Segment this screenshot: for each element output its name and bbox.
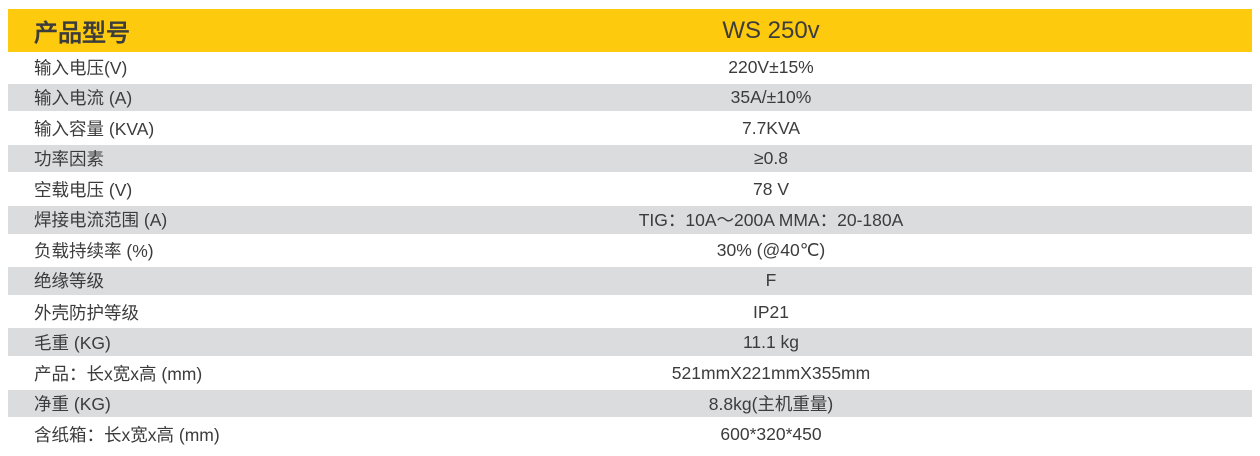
spec-value: 35A/±10% <box>730 86 812 107</box>
spec-value: 30% (@40℃) <box>716 240 826 261</box>
spec-value: IP21 <box>753 301 789 322</box>
header-parameter-label: 产品型号 <box>34 20 130 47</box>
spec-value: 78 V <box>753 179 789 200</box>
spec-label: 输入容量 (KVA) <box>34 118 155 139</box>
spec-value: 7.7KVA <box>741 117 801 138</box>
table-row: 外壳防护等级 IP21 <box>8 296 1252 328</box>
spec-label: 空载电压 (V) <box>34 180 133 201</box>
table-row: 输入电流 (A) 35A/±10% <box>8 82 1252 114</box>
spec-label: 绝缘等级 <box>34 271 104 292</box>
spec-value: TIG：10A～200A MMA：20-180A <box>638 210 904 231</box>
spec-value: 220V±15% <box>728 56 814 77</box>
table-row: 含纸箱：长x宽x高 (mm) 600*320*450 <box>8 419 1252 450</box>
spec-label: 净重 (KG) <box>34 393 111 414</box>
header-model-value: WS 250v <box>722 16 820 44</box>
spec-table: 产品型号 WS 250v 输入电压(V) 220V±15% 输入电流 (A) 3… <box>8 9 1252 450</box>
spec-label: 功率因素 <box>34 149 104 170</box>
spec-label: 输入电流 (A) <box>34 87 133 108</box>
spec-value: ≥0.8 <box>754 148 788 169</box>
spec-value: 521mmX221mmX355mm <box>671 362 871 383</box>
spec-table-header-row: 产品型号 WS 250v <box>8 9 1252 52</box>
table-row: 功率因素 ≥0.8 <box>8 143 1252 175</box>
table-row: 毛重 (KG) 11.1 kg <box>8 327 1252 358</box>
table-row: 绝缘等级 F <box>8 266 1252 297</box>
spec-table-body: 输入电压(V) 220V±15% 输入电流 (A) 35A/±10% 输入容量 … <box>8 52 1252 450</box>
spec-label: 外壳防护等级 <box>34 302 139 323</box>
spec-label: 产品：长x宽x高 (mm) <box>34 363 203 384</box>
spec-label: 输入电压(V) <box>34 57 128 78</box>
table-row: 焊接电流范围 (A) TIG：10A～200A MMA：20-180A <box>8 204 1252 236</box>
table-row: 空载电压 (V) 78 V <box>8 174 1252 205</box>
spec-label: 含纸箱：长x宽x高 (mm) <box>34 424 220 445</box>
table-row: 净重 (KG) 8.8kg(主机重量) <box>8 388 1252 420</box>
table-row: 输入电压(V) 220V±15% <box>8 52 1252 83</box>
table-row: 输入容量 (KVA) 7.7KVA <box>8 113 1252 144</box>
spec-label: 负载持续率 (%) <box>34 241 154 262</box>
spec-label: 毛重 (KG) <box>34 332 111 353</box>
spec-value: 600*320*450 <box>720 423 822 444</box>
spec-value: 11.1 kg <box>742 331 800 352</box>
table-row: 负载持续率 (%) 30% (@40℃) <box>8 235 1252 267</box>
table-row: 产品：长x宽x高 (mm) 521mmX221mmX355mm <box>8 357 1252 389</box>
spec-value: F <box>765 270 777 291</box>
spec-label: 焊接电流范围 (A) <box>34 210 168 231</box>
spec-value: 8.8kg(主机重量) <box>708 393 834 414</box>
